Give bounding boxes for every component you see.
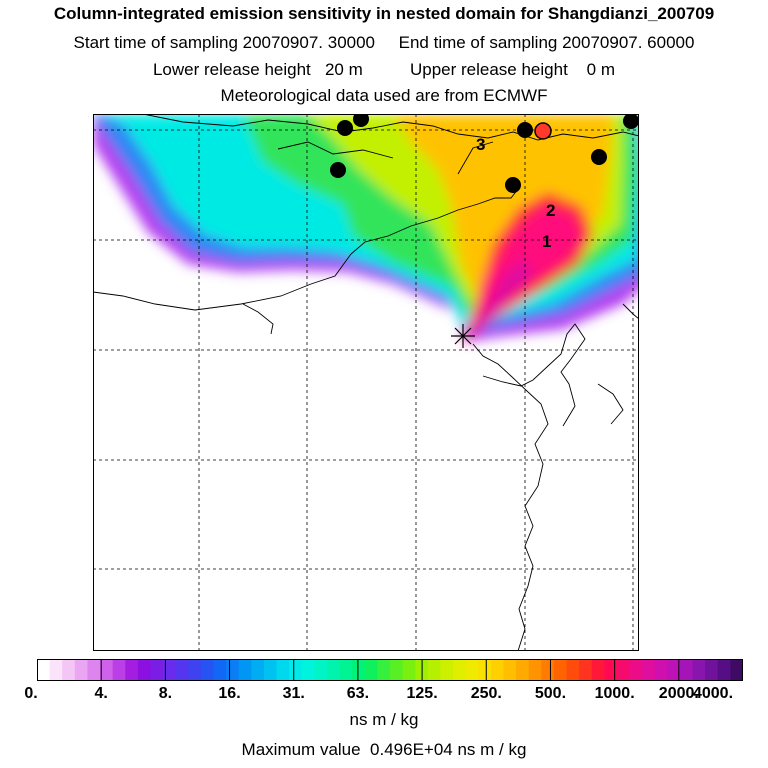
colorbar-tick-label: 4. <box>94 685 108 702</box>
colorbar-cell <box>87 659 101 681</box>
colorbar-tick-label: 125. <box>406 685 438 702</box>
colorbar-cell <box>553 659 568 681</box>
colorbar-cell <box>427 659 442 681</box>
colorbar-cell <box>112 659 126 681</box>
colorbar-cell <box>238 659 252 681</box>
colorbar-cell <box>163 659 177 681</box>
colorbar <box>37 659 743 681</box>
colorbar-cell <box>579 659 593 681</box>
colorbar-cell <box>339 659 353 681</box>
colorbar-cell <box>263 659 278 681</box>
colorbar-cell <box>692 659 706 681</box>
maximum-value-line: Maximum value 0.496E+04 ns m / kg <box>241 740 527 759</box>
colorbar-cell <box>679 659 694 681</box>
colorbar-cell <box>654 659 668 681</box>
colorbar-cell <box>402 659 416 681</box>
colorbar-cell <box>100 659 114 681</box>
coastlines <box>93 114 639 651</box>
colorbar-cell <box>717 659 731 681</box>
colorbar-cell <box>175 659 189 681</box>
release-point-star <box>451 324 475 348</box>
colorbar-units: ns m / kg <box>349 710 419 729</box>
colorbar-tick-label: 2000. <box>658 685 699 702</box>
colorbar-tick-label: 31. <box>282 685 305 702</box>
colorbar-cell <box>566 659 580 681</box>
colorbar-cell <box>440 659 454 681</box>
cluster-label-1: 1 <box>542 232 551 251</box>
colorbar-cell <box>591 659 605 681</box>
colorbar-cell <box>37 659 51 681</box>
colorbar-cell <box>150 659 164 681</box>
colorbar-cell <box>616 659 631 681</box>
colorbar-cell <box>301 659 315 681</box>
colorbar-cell <box>289 659 303 681</box>
colorbar-cell <box>352 659 366 681</box>
colorbar-cell <box>49 659 63 681</box>
colorbar-tick-label: 16. <box>218 685 241 702</box>
colorbar-cell <box>314 659 328 681</box>
meteorological-data-line: Meteorological data used are from ECMWF <box>220 86 548 105</box>
colorbar-tick-label: 500. <box>534 685 567 702</box>
colorbar-cell <box>528 659 542 681</box>
sensitivity-field <box>93 114 639 344</box>
colorbar-cell <box>604 659 618 681</box>
colorbar-cell <box>213 659 227 681</box>
colorbar-tick-label: 0. <box>24 685 38 702</box>
colorbar-cell <box>200 659 215 681</box>
colorbar-cell <box>503 659 517 681</box>
colorbar-tick-label: 1000. <box>594 685 635 702</box>
colorbar-cell <box>226 659 240 681</box>
colorbar-cell <box>137 659 152 681</box>
colorbar-cell <box>705 659 719 681</box>
colorbar-tick-label: 250. <box>470 685 502 702</box>
colorbar-cell <box>490 659 505 681</box>
colorbar-cell <box>125 659 139 681</box>
station-dots <box>330 114 639 193</box>
colorbar-cell <box>730 659 743 681</box>
colorbar-cell <box>364 659 378 681</box>
colorbar-cell <box>326 659 341 681</box>
cluster-label-3: 3 <box>476 135 485 154</box>
colorbar-cell <box>188 659 202 681</box>
map-title: Column-integrated emission sensitivity i… <box>53 4 715 23</box>
colorbar-cell <box>453 659 467 681</box>
colorbar-tick-label: 4000. <box>692 685 734 702</box>
colorbar-cell <box>74 659 89 681</box>
sampling-time-line: Start time of sampling 20070907. 30000 E… <box>73 33 695 52</box>
colorbar-cell <box>276 659 290 681</box>
lat-lon-grid <box>93 114 639 651</box>
emission-sensitivity-map: 3 2 1 <box>93 114 639 651</box>
colorbar-cell <box>465 659 479 681</box>
colorbar-cell <box>667 659 681 681</box>
colorbar-cell <box>642 659 656 681</box>
colorbar-cell <box>377 659 391 681</box>
colorbar-cell <box>390 659 404 681</box>
cluster-label-2: 2 <box>546 201 555 220</box>
colorbar-cell <box>516 659 530 681</box>
colorbar-cell <box>62 659 76 681</box>
colorbar-cell <box>478 659 492 681</box>
receptor-station-marker <box>534 122 552 140</box>
colorbar-cell <box>251 659 265 681</box>
colorbar-tick-label: 63. <box>346 685 370 702</box>
colorbar-cell <box>629 659 643 681</box>
release-height-line: Lower release height 20 m Upper release … <box>152 60 616 79</box>
colorbar-cell <box>541 659 555 681</box>
colorbar-tick-label: 8. <box>158 685 173 702</box>
